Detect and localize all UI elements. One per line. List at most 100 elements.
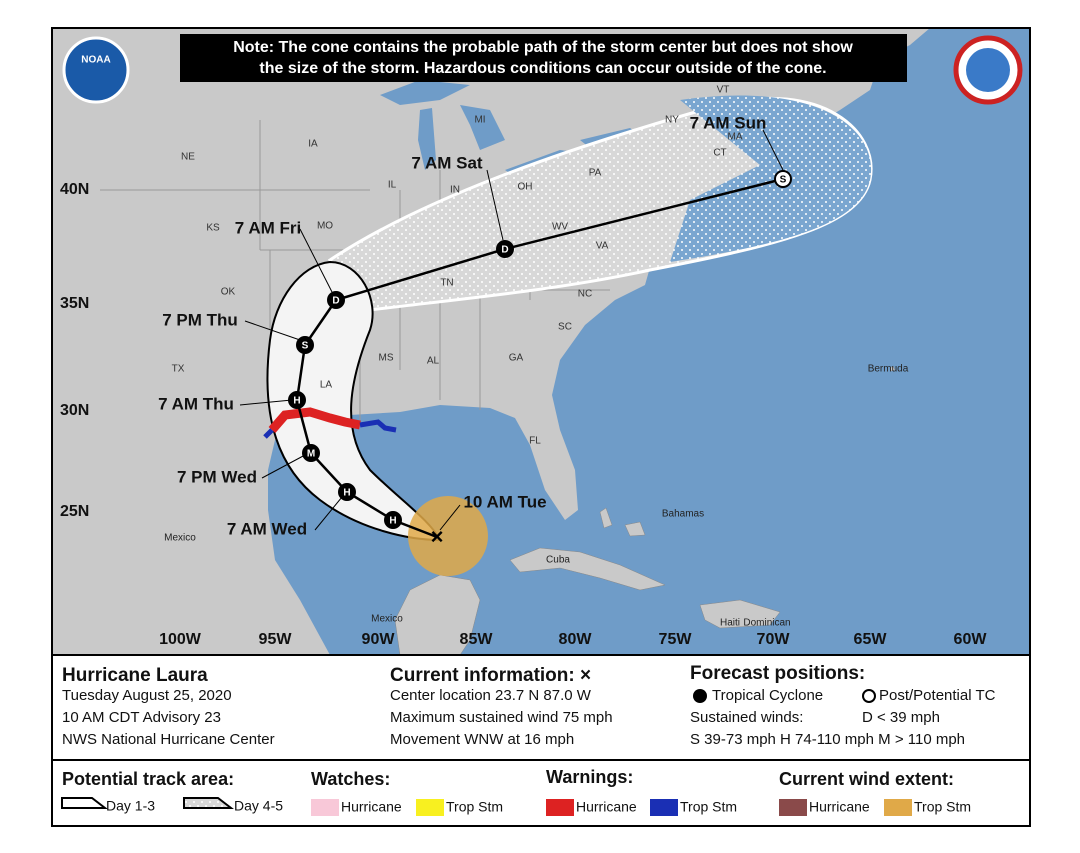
forecast-time: 10 AM Tue	[463, 492, 546, 511]
state-label: MI	[474, 115, 485, 126]
wind-ts-swatch	[884, 799, 912, 816]
current-info: Movement WNW at 16 mph	[390, 731, 574, 748]
logo-text: NOAA	[81, 55, 110, 66]
state-label: TX	[172, 364, 185, 375]
latitude-label: 35N	[60, 295, 89, 312]
longitude-label: 75W	[659, 631, 693, 648]
legend-title: Warnings:	[546, 767, 633, 787]
state-label: GA	[509, 353, 524, 364]
forecast-time: 7 AM Sat	[411, 153, 483, 172]
forecast-marker	[496, 240, 514, 258]
forecast-time: 7 AM Fri	[235, 218, 301, 237]
storm-name: Hurricane Laura	[62, 665, 208, 686]
state-label: NY	[665, 115, 679, 126]
latitude-label: 30N	[60, 402, 89, 419]
legend-item: Trop Stm	[446, 799, 503, 815]
legend-item: Day 1-3	[106, 798, 155, 814]
forecast-time: 7 AM Thu	[158, 394, 234, 413]
state-label: KS	[206, 223, 220, 234]
watch-ts-swatch	[416, 799, 444, 816]
warning-trop-stm	[263, 419, 397, 439]
day45-swatch	[183, 797, 234, 809]
warn-hurricane-swatch	[546, 799, 574, 816]
place-label: Mexico	[164, 533, 196, 544]
legend-title: Potential track area:	[62, 769, 234, 789]
ptc-symbol	[862, 689, 876, 703]
marker-letter: S	[302, 341, 309, 352]
legend-item: Day 4-5	[234, 798, 283, 814]
note-box	[180, 34, 907, 82]
longitude-label: 60W	[954, 631, 988, 648]
tropical-cyclone: Tropical Cyclone	[712, 687, 823, 704]
state-label: NC	[578, 289, 592, 300]
current-position: ×	[431, 524, 444, 549]
state-label: MO	[317, 221, 333, 232]
tc-symbol	[693, 689, 707, 703]
latitude-label: 25N	[60, 503, 89, 520]
marker-letter: M	[307, 449, 315, 460]
post-tc: Post/Potential TC	[879, 687, 996, 704]
longitude-label: 90W	[362, 631, 396, 648]
legend-item: Hurricane	[341, 799, 402, 815]
marker-letter: S	[780, 175, 787, 186]
state-label: OH	[518, 182, 533, 193]
wind-extent	[408, 496, 488, 576]
state-label: VA	[596, 241, 609, 252]
scale-shm: S 39-73 mph H 74-110 mph M > 110 mph	[690, 731, 965, 748]
day13-swatch	[61, 797, 108, 809]
marker-letter: H	[389, 516, 396, 527]
forecast-time: 7 AM Wed	[227, 519, 307, 538]
longitude-label: 85W	[460, 631, 494, 648]
forecast-time: 7 PM Thu	[162, 310, 238, 329]
note: the size of the storm. Hazardous conditi…	[259, 60, 826, 77]
forecast-marker	[288, 391, 306, 409]
state-label: LA	[320, 380, 333, 391]
state-label: TN	[440, 278, 453, 289]
legend-item: Trop Stm	[914, 799, 971, 815]
forecast-time: 7 AM Sun	[690, 113, 767, 132]
place-label: Mexico	[371, 614, 403, 625]
state-label: WV	[552, 222, 568, 233]
place-label: Haiti	[720, 618, 740, 629]
forecast-marker	[338, 483, 356, 501]
nws-logo-inner	[966, 48, 1010, 92]
longitude-label: 70W	[757, 631, 791, 648]
state-label: AL	[427, 356, 440, 367]
legend-item: Hurricane	[576, 799, 637, 815]
forecast-marker	[296, 336, 314, 354]
state-label: VT	[717, 85, 730, 96]
state-label: MA	[728, 132, 743, 143]
issuing-center: NWS National Hurricane Center	[62, 731, 275, 748]
legend-item: Trop Stm	[680, 799, 737, 815]
marker-letter: H	[293, 396, 300, 407]
watch-hurricane-swatch	[311, 799, 339, 816]
warn-ts-swatch	[650, 799, 678, 816]
label-leaders	[239, 129, 784, 531]
longitude-label: 100W	[159, 631, 202, 648]
state-label: IA	[308, 139, 318, 150]
noaa-logo	[62, 36, 130, 104]
forecast-title: Forecast positions:	[690, 663, 865, 684]
longitude-label: 65W	[854, 631, 888, 648]
islands	[394, 365, 896, 655]
legend-item: Hurricane	[809, 799, 870, 815]
legend-title: Watches:	[311, 769, 390, 789]
state-label: MS	[379, 353, 394, 364]
state-label: OK	[221, 287, 236, 298]
state-label: IN	[450, 185, 460, 196]
legend-title: Current wind extent:	[779, 769, 954, 789]
sustained-label: Sustained winds:	[690, 709, 803, 726]
state-label: PA	[589, 168, 602, 179]
note: Note: The cone contains the probable pat…	[233, 39, 853, 56]
current-info: Maximum sustained wind 75 mph	[390, 709, 613, 726]
forecast-marker	[774, 170, 792, 188]
current-title: Current information: ×	[390, 665, 591, 686]
longitude-label: 95W	[259, 631, 293, 648]
state-label: CT	[713, 148, 726, 159]
forecast-marker	[384, 511, 402, 529]
advisory-date: Tuesday August 25, 2020	[62, 687, 232, 704]
longitude-label: 80W	[559, 631, 593, 648]
forecast-marker	[327, 291, 345, 309]
map: ×	[53, 29, 1029, 655]
